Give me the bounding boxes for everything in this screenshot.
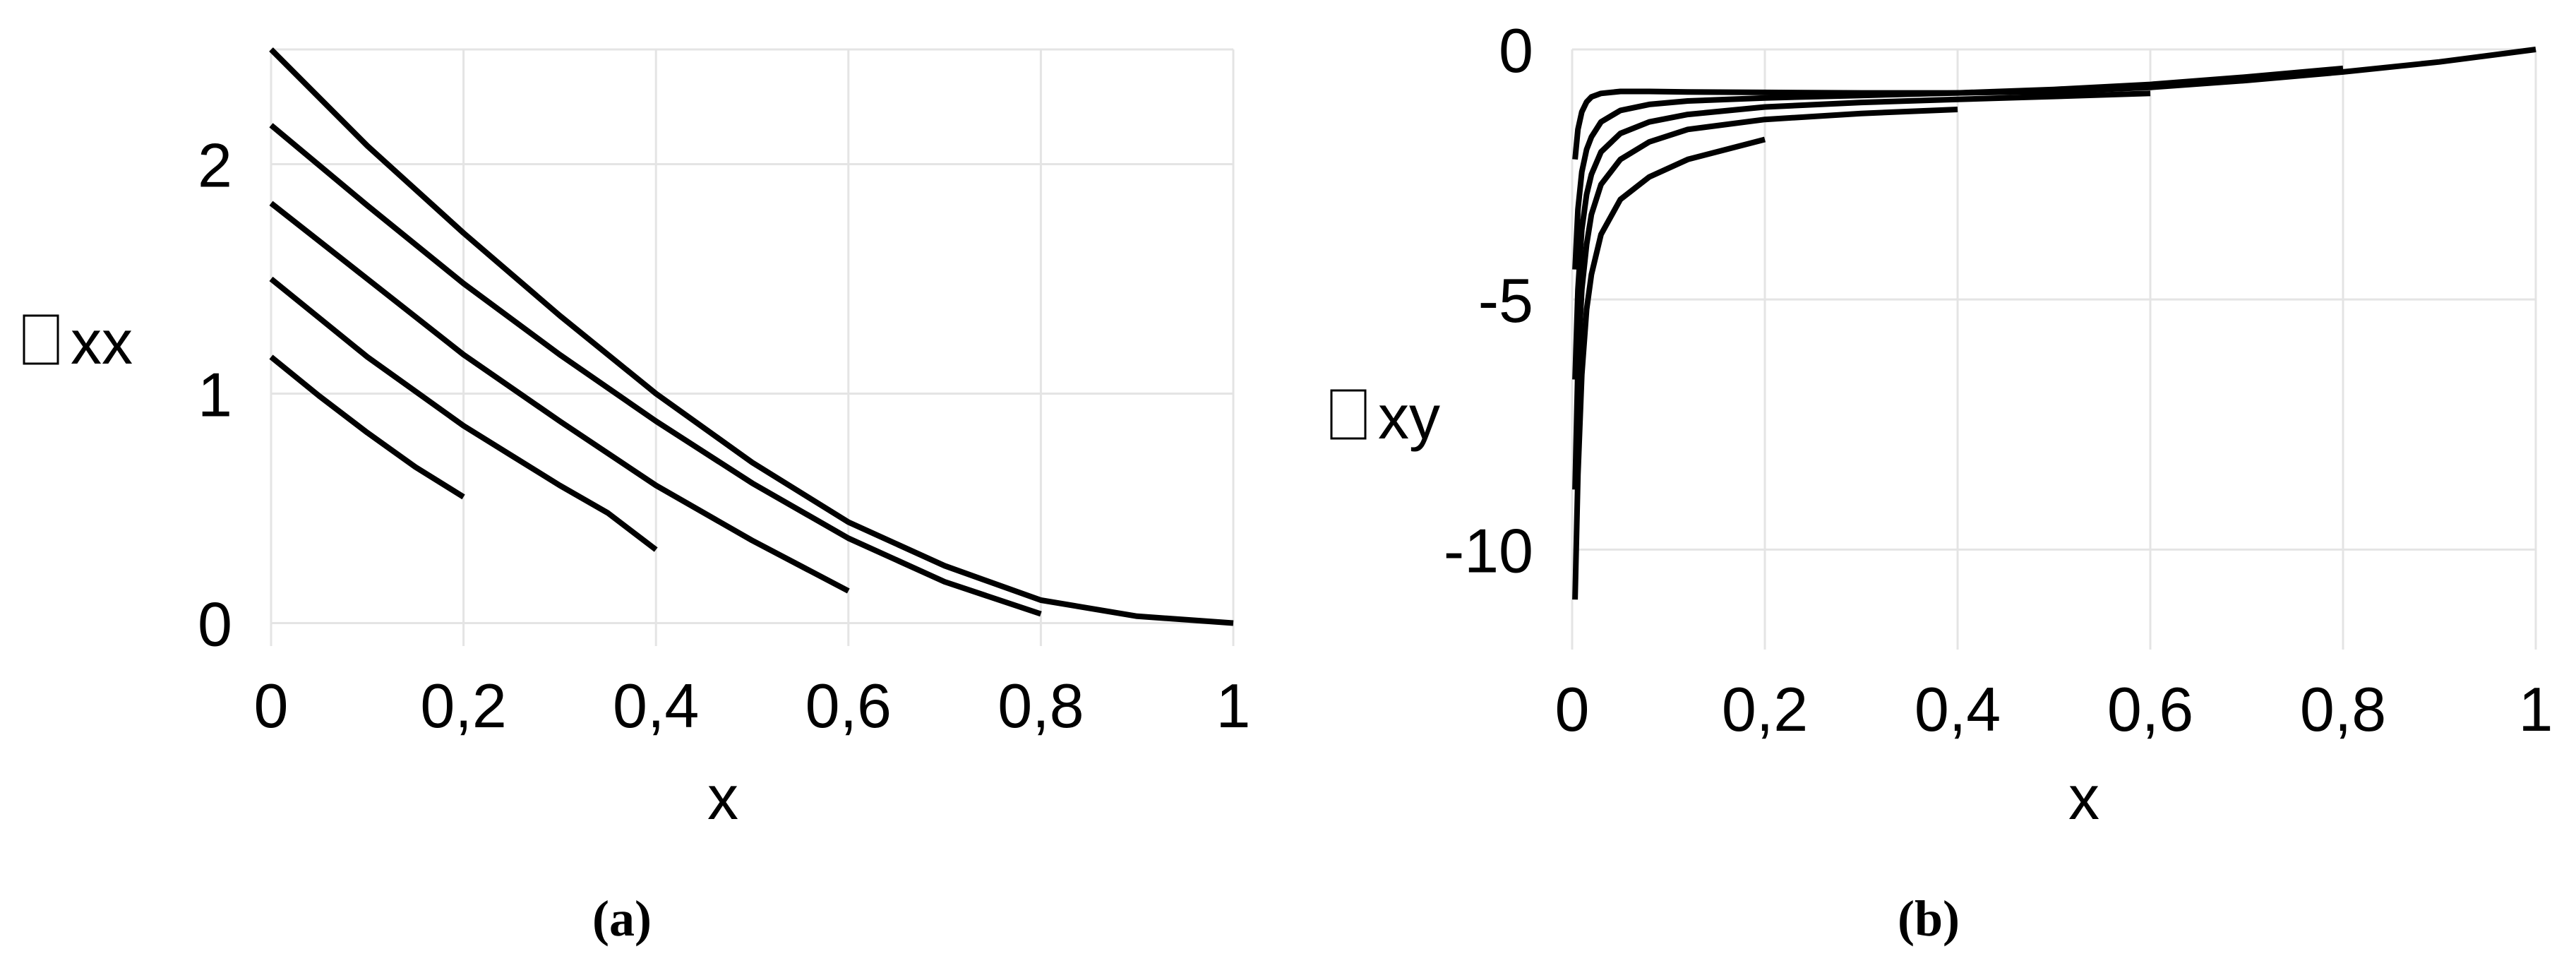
panel-b-x-tick-label: 0,6 — [2107, 674, 2193, 744]
panel-a-ylabel: xx — [71, 307, 133, 377]
panel-b-ylabel: xy — [1378, 382, 1440, 452]
panel-b-curve-2 — [1572, 107, 1958, 490]
panel-b-curve-1 — [1572, 136, 1766, 600]
panel-a-caption: (a) — [592, 890, 652, 947]
panel-a-x-tick-label: 0,4 — [613, 671, 699, 741]
panel-a-curve-5 — [269, 47, 1234, 626]
panel-a-ylabel-glyph-icon — [23, 314, 59, 365]
panel-b-ylabel-glyph-icon — [1330, 389, 1367, 440]
panel-a-curve-4 — [269, 123, 1042, 617]
panel-b-y-tick-label: -10 — [1444, 515, 1533, 585]
panel-a-x-tick-labels: 0 0,2 0,4 0,6 0,8 1 — [254, 671, 1251, 741]
panel-a-curve-1 — [269, 354, 465, 500]
panel-b-curve-3 — [1572, 90, 2151, 380]
panel-a-curve-2 — [269, 276, 658, 552]
panel-b-xlabel: x — [2068, 763, 2099, 832]
panel-a-x-tick-label: 0,8 — [998, 671, 1084, 741]
panel-a-xlabel: x — [707, 763, 738, 832]
panel-b-x-tick-label: 0,4 — [1915, 674, 2001, 744]
panel-b-y-tick-label: -5 — [1478, 265, 1533, 335]
panel-b-curve-5 — [1572, 47, 2536, 160]
panel-b-curves — [1572, 47, 2536, 600]
panel-b-y-tick-labels: 0 -5 -10 — [1444, 16, 1533, 585]
panel-a-gridlines — [270, 48, 1235, 646]
panel-b-x-tick-label: 1 — [2519, 674, 2553, 744]
panel-a-y-tick-labels: 0 1 2 — [198, 131, 232, 659]
panel-a-curves — [269, 47, 1234, 626]
panel-b: 0 0,2 0,4 0,6 0,8 1 0 -5 -10 xy x (b) — [1330, 16, 2553, 947]
panel-b-y-tick-label: 0 — [1499, 16, 1533, 85]
panel-b-x-tick-label: 0 — [1555, 674, 1590, 744]
panel-a-y-tick-label: 0 — [198, 590, 232, 659]
panel-a-y-tick-label: 2 — [198, 131, 232, 201]
panel-b-gridlines — [1571, 48, 2537, 650]
panel-b-x-tick-label: 0,2 — [1722, 674, 1808, 744]
panel-a-x-tick-label: 0,2 — [420, 671, 506, 741]
panel-a-y-tick-label: 1 — [198, 360, 232, 430]
panel-b-x-tick-label: 0,8 — [2300, 674, 2386, 744]
panel-b-caption: (b) — [1898, 890, 1960, 947]
panel-b-x-tick-labels: 0 0,2 0,4 0,6 0,8 1 — [1555, 674, 2553, 744]
panel-a-x-tick-label: 0 — [254, 671, 289, 741]
panel-a-curve-3 — [269, 201, 850, 594]
panel-a: 0 0,2 0,4 0,6 0,8 1 0 1 2 xx x (a) — [23, 47, 1251, 947]
panel-a-x-tick-label: 0,6 — [805, 671, 892, 741]
panel-a-x-tick-label: 1 — [1216, 671, 1251, 741]
